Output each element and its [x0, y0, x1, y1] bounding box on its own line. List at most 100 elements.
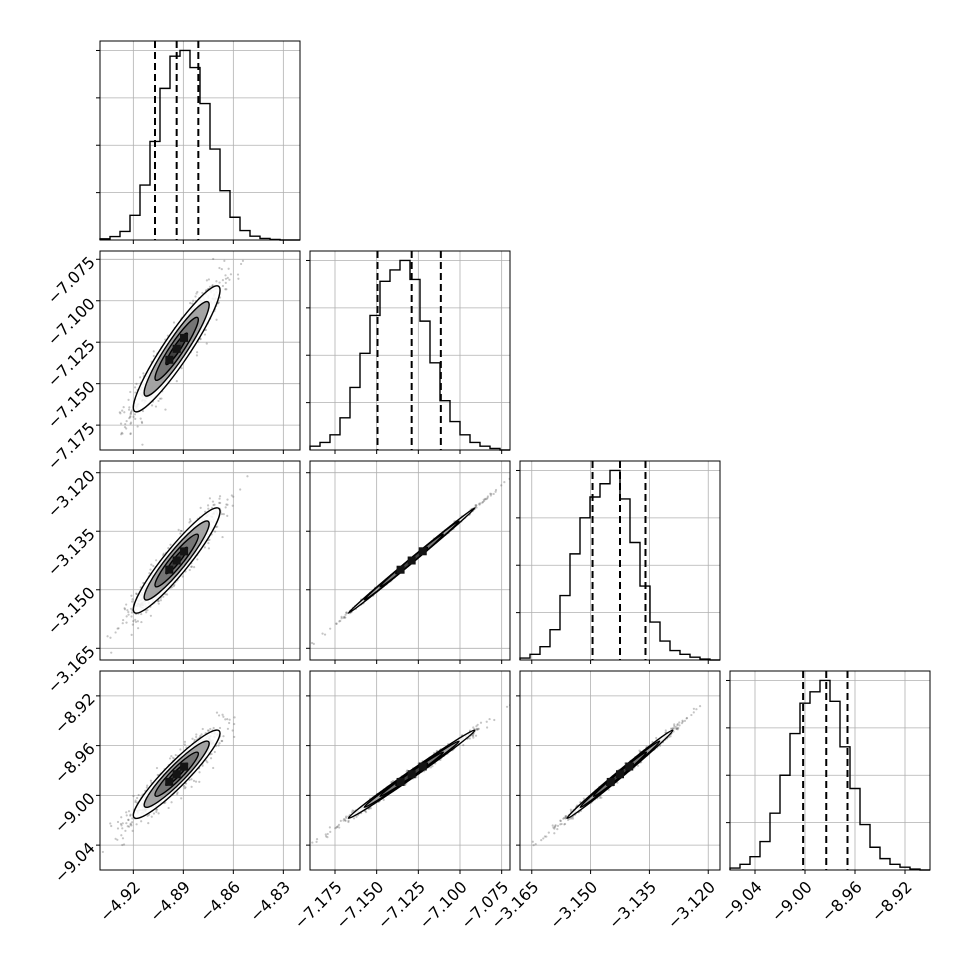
sample-point: [190, 785, 193, 788]
density-peak-1: [172, 344, 181, 353]
sample-point: [208, 538, 211, 541]
sample-point: [154, 405, 158, 408]
sample-point: [125, 822, 128, 825]
sample-point: [680, 722, 684, 725]
sample-point: [198, 771, 201, 774]
density-peak-2: [396, 777, 405, 786]
sample-point: [479, 502, 482, 505]
sample-point: [195, 733, 198, 736]
sample-point: [224, 506, 227, 509]
sample-point: [119, 822, 123, 826]
panel-2-1: [306, 460, 511, 664]
sample-point: [471, 734, 474, 737]
sample-point: [475, 728, 478, 731]
sample-point: [195, 735, 198, 739]
sample-point: [149, 779, 153, 782]
sample-point: [158, 397, 162, 400]
sample-point: [382, 798, 385, 801]
sample-point: [540, 839, 543, 842]
sample-point: [342, 819, 345, 822]
sample-point: [127, 825, 131, 828]
sample-point: [105, 661, 107, 663]
sample-point: [120, 433, 123, 436]
sample-point: [219, 501, 222, 505]
sample-point: [172, 321, 176, 324]
sample-point: [110, 651, 113, 654]
sample-point: [121, 622, 124, 625]
sample-point: [217, 714, 221, 717]
sample-point: [328, 826, 331, 829]
sample-point: [149, 568, 152, 571]
sample-point: [184, 786, 187, 789]
sample-point: [117, 627, 120, 630]
sample-point: [150, 404, 154, 407]
sample-point: [175, 379, 178, 383]
sample-point: [148, 813, 151, 816]
sample-point: [212, 503, 215, 507]
sample-point: [191, 737, 194, 740]
sample-point: [170, 754, 173, 758]
sample-point: [130, 611, 134, 614]
sample-point: [493, 718, 496, 722]
sample-point: [685, 717, 688, 720]
sample-point: [129, 814, 132, 817]
sample-point: [124, 422, 127, 426]
sample-point: [145, 611, 148, 614]
sample-point: [141, 409, 145, 413]
sample-point: [129, 432, 132, 436]
sample-point: [140, 612, 143, 616]
sample-point: [479, 721, 483, 724]
sample-point: [120, 834, 123, 837]
sample-point: [482, 498, 485, 501]
sample-point: [212, 726, 215, 730]
sample-point: [345, 815, 348, 818]
sample-point: [134, 800, 137, 804]
sample-point: [194, 780, 198, 783]
sample-point: [342, 616, 345, 619]
sample-point: [128, 406, 131, 409]
sample-point: [177, 528, 180, 531]
sample-point: [172, 585, 175, 588]
sample-point: [481, 501, 484, 504]
sample-point: [141, 443, 144, 446]
sample-point: [505, 705, 509, 708]
sample-point: [494, 488, 498, 492]
sample-point: [340, 617, 343, 620]
sample-point: [246, 475, 249, 478]
sample-point: [226, 276, 229, 279]
sample-point: [133, 386, 137, 389]
sample-point: [201, 291, 204, 295]
sample-point: [478, 502, 481, 505]
sample-point: [166, 593, 169, 596]
sample-point: [346, 612, 349, 615]
panel-2-0: [96, 460, 301, 664]
sample-point: [472, 726, 475, 729]
sample-point: [162, 595, 165, 598]
sample-point: [106, 635, 109, 638]
sample-point: [476, 723, 479, 726]
sample-point: [152, 350, 155, 353]
sample-point: [133, 413, 136, 416]
panel-frame: [99, 670, 301, 871]
sample-point: [119, 422, 123, 425]
sample-point: [121, 822, 124, 825]
sample-point: [201, 727, 204, 731]
sample-point: [220, 739, 223, 743]
sample-point: [129, 432, 132, 435]
panel-3-0: [96, 670, 301, 874]
sample-point: [221, 739, 224, 743]
sample-point: [146, 609, 149, 612]
sample-point: [294, 857, 296, 859]
sample-point: [189, 520, 192, 523]
sample-point: [312, 642, 315, 645]
sample-point: [239, 262, 243, 266]
sample-point: [127, 810, 131, 813]
sample-point: [344, 818, 347, 822]
sample-point: [564, 817, 567, 820]
histogram-1: [309, 259, 510, 451]
sample-point: [323, 633, 327, 636]
histogram-2: [519, 469, 720, 661]
sample-point: [209, 727, 212, 731]
sample-point: [180, 797, 183, 800]
sample-point: [476, 728, 479, 731]
